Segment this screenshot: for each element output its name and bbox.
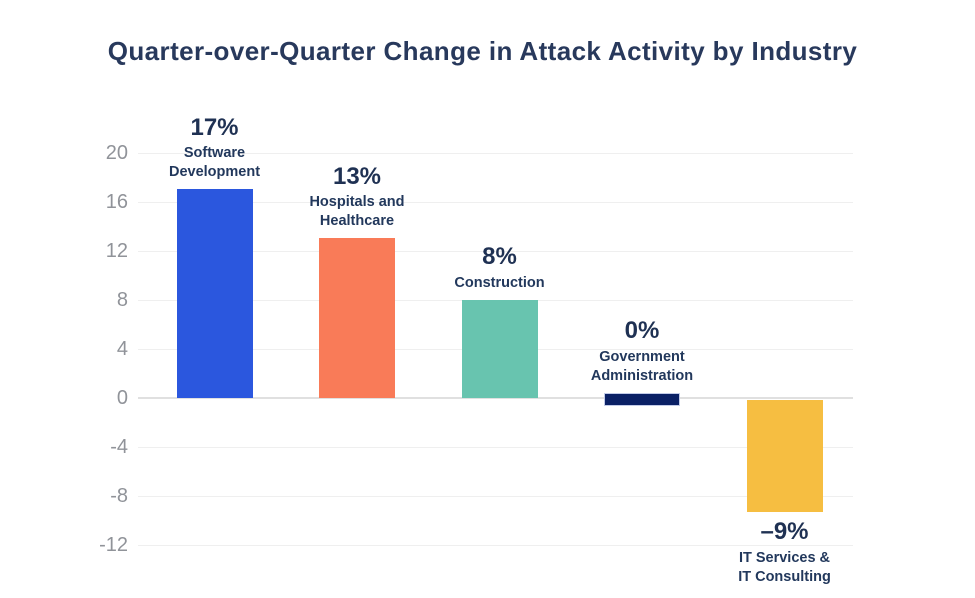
gridline bbox=[138, 152, 853, 154]
category-label-line: Healthcare bbox=[319, 213, 395, 230]
bar-label-construction: 8% Construction bbox=[390, 243, 610, 293]
category-label-line: IT Consulting bbox=[738, 569, 831, 586]
category-label-line: Hospitals and bbox=[309, 194, 405, 211]
gridline bbox=[138, 250, 853, 252]
bar-label-government-administration: 0% Government Administration bbox=[532, 317, 752, 386]
y-tick-label: 8 bbox=[116, 288, 128, 311]
y-tick-label: -8 bbox=[110, 485, 128, 508]
category-label-line: Development bbox=[168, 164, 261, 181]
y-tick-label: -4 bbox=[110, 436, 128, 459]
value-label: 17% bbox=[190, 113, 239, 141]
zero-gridline bbox=[138, 397, 853, 399]
gridline bbox=[138, 496, 853, 498]
y-tick-label: 20 bbox=[105, 141, 128, 164]
bar-label-it-services-it-consulting: –9% IT Services & IT Consulting bbox=[675, 518, 895, 587]
value-label: 0% bbox=[624, 317, 660, 345]
category-label-line: Software bbox=[183, 145, 246, 162]
category-label-line: Government bbox=[599, 348, 685, 365]
value-label: –9% bbox=[760, 518, 809, 546]
y-tick-label: -12 bbox=[99, 534, 128, 557]
category-label-line: IT Services & bbox=[738, 550, 831, 567]
gridline bbox=[138, 447, 853, 449]
category-label-line: Construction bbox=[454, 274, 545, 291]
bar-label-hospitals-and-healthcare: 13% Hospitals and Healthcare bbox=[247, 163, 467, 232]
y-tick-label: 4 bbox=[116, 337, 128, 360]
gridline bbox=[138, 545, 853, 547]
y-tick-label: 16 bbox=[105, 190, 128, 213]
y-tick-label: 0 bbox=[116, 387, 128, 409]
value-label: 13% bbox=[332, 162, 382, 190]
category-label-line: Administration bbox=[590, 367, 694, 384]
bar-it-services-it-consulting bbox=[746, 400, 823, 513]
gridline bbox=[138, 201, 853, 203]
bar-construction bbox=[461, 299, 538, 398]
bar-government-administration bbox=[604, 393, 680, 406]
bar-hospitals-and-healthcare bbox=[319, 238, 395, 398]
chart-title: Quarter-over-Quarter Change in Attack Ac… bbox=[107, 36, 858, 66]
bar-software-development bbox=[176, 189, 253, 398]
bar-label-software-development: 17% Software Development bbox=[105, 114, 325, 183]
y-tick-label: 12 bbox=[105, 239, 128, 262]
value-label: 8% bbox=[482, 243, 517, 271]
